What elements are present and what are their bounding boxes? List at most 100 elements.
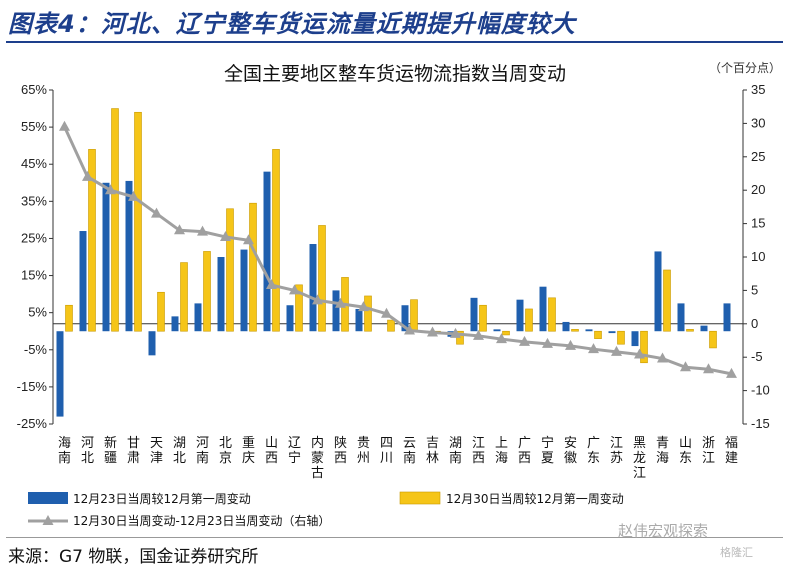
bar-series1 xyxy=(539,286,547,332)
category-label: 建 xyxy=(725,451,738,466)
category-label: 陕 xyxy=(334,436,347,451)
right-tick-label: 20 xyxy=(751,182,765,197)
right-tick-label: 30 xyxy=(751,115,765,130)
category-label: 福 xyxy=(725,436,738,451)
bar-series1 xyxy=(332,290,340,332)
category-label: 内 xyxy=(311,435,324,451)
category-label: 上 xyxy=(495,436,508,451)
category-label: 东 xyxy=(679,451,692,466)
category-label: 湖 xyxy=(173,436,186,451)
legend-label-series1: 12月23日当周较12月第一周变动 xyxy=(73,491,251,506)
category-label: 贵 xyxy=(357,436,370,451)
category-label: 新 xyxy=(104,435,117,451)
category-label: 山 xyxy=(265,436,278,451)
category-label: 西 xyxy=(265,451,278,466)
line-marker xyxy=(519,335,530,346)
legend-marker-series3 xyxy=(42,515,54,525)
line-marker xyxy=(427,326,438,337)
line-marker xyxy=(703,363,714,374)
category-label: 浙 xyxy=(702,436,715,451)
category-label: 黑 xyxy=(633,436,646,451)
category-label: 安 xyxy=(564,436,577,451)
bar-series2 xyxy=(364,295,372,332)
line-marker xyxy=(496,333,507,344)
left-tick-label: 35% xyxy=(21,193,47,208)
category-label: 南 xyxy=(403,450,416,466)
bar-series2 xyxy=(410,299,418,332)
category-label: 青 xyxy=(656,436,669,451)
line-marker xyxy=(726,367,737,378)
bar-series2 xyxy=(272,149,280,332)
line-marker xyxy=(151,207,162,218)
right-tick-label: 35 xyxy=(751,82,765,97)
category-label: 西 xyxy=(472,451,485,466)
bar-series2 xyxy=(249,202,257,332)
line-marker xyxy=(404,324,415,335)
line-marker xyxy=(358,301,369,312)
category-label: 宁 xyxy=(288,450,301,466)
bar-series2 xyxy=(226,208,234,332)
bar-series2 xyxy=(157,291,165,332)
bar-series1 xyxy=(470,297,478,332)
left-tick-label: -25% xyxy=(17,416,48,431)
bar-series1 xyxy=(125,180,133,332)
line-marker xyxy=(473,329,484,340)
category-label: 江 xyxy=(472,436,485,451)
bar-series2 xyxy=(571,329,579,332)
category-label: 北 xyxy=(81,451,94,466)
bar-series1 xyxy=(263,171,271,332)
legend-label-series3: 12月30日当周变动-12月23日当周变动（右轴） xyxy=(73,513,330,528)
legend-swatch-series2 xyxy=(399,491,441,505)
bar-series1 xyxy=(148,331,156,356)
category-label: 四 xyxy=(380,436,393,451)
left-tick-label: 55% xyxy=(21,119,47,134)
category-label: 庆 xyxy=(242,451,255,466)
category-label: 南 xyxy=(449,450,462,466)
category-label: 南 xyxy=(196,450,209,466)
line-marker xyxy=(312,294,323,305)
line-marker xyxy=(289,284,300,295)
left-tick-label: 45% xyxy=(21,156,47,171)
legend: 12月23日当周较12月第一周变动 12月30日当周较12月第一周变动 12月30日… xyxy=(28,491,624,528)
category-label: 河 xyxy=(81,436,94,451)
bar-series2 xyxy=(709,330,717,349)
bar-series2 xyxy=(686,329,694,332)
line-marker xyxy=(197,225,208,236)
bar-series1 xyxy=(355,308,363,332)
line-marker xyxy=(335,297,346,308)
footer-rule xyxy=(6,537,783,538)
bar-series2 xyxy=(617,330,625,345)
bar-series2 xyxy=(134,111,142,332)
bar-series2 xyxy=(88,149,96,332)
line-series3 xyxy=(63,126,732,376)
left-tick-label: -15% xyxy=(17,379,48,394)
category-label: 夏 xyxy=(541,451,554,466)
figure-title: 图表4：河北、辽宁整车货运流量近期提升幅度较大 xyxy=(8,10,576,38)
category-label: 海 xyxy=(656,451,669,466)
category-label: 津 xyxy=(150,451,163,466)
chart-area: 全国主要地区整车货运物流指数当周变动 （个百分点） 65%55%45%35%25… xyxy=(17,61,781,528)
bar-series1 xyxy=(102,182,110,332)
source-note: 来源：G7 物联，国金证券研究所 xyxy=(8,547,259,567)
right-tick-label: -5 xyxy=(751,349,763,364)
category-label: 龙 xyxy=(633,451,646,466)
bar-series2 xyxy=(663,269,671,332)
category-label: 吉 xyxy=(426,436,439,451)
right-tick-label: 5 xyxy=(751,282,758,297)
category-label: 疆 xyxy=(104,451,117,466)
category-label: 蒙 xyxy=(311,451,324,466)
line-marker xyxy=(588,343,599,354)
category-label: 江 xyxy=(702,451,715,466)
line-marker xyxy=(381,307,392,318)
bar-series1 xyxy=(309,244,317,332)
bar-series1 xyxy=(493,329,501,332)
bar-series2 xyxy=(111,108,119,332)
category-label: 南 xyxy=(58,450,71,466)
bar-series2 xyxy=(387,319,395,332)
category-label: 林 xyxy=(426,451,439,466)
bar-series1 xyxy=(608,331,616,334)
line-marker xyxy=(59,120,70,131)
left-tick-label: -5% xyxy=(24,342,48,357)
line-marker xyxy=(174,224,185,235)
bar-series2 xyxy=(318,225,326,332)
